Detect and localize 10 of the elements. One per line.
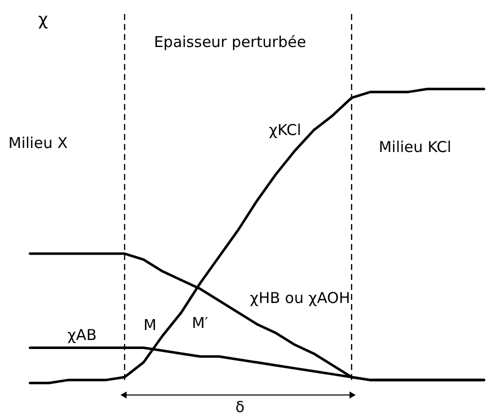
y-axis-title: χ bbox=[38, 10, 48, 30]
series-label: χKCl bbox=[268, 121, 302, 139]
annotation: M bbox=[144, 316, 156, 334]
text: Epaisseur perturbée bbox=[154, 33, 306, 51]
series-label: χHB ou χAOH bbox=[250, 289, 350, 307]
series-label: χAB bbox=[67, 326, 97, 344]
annotation: Milieu X bbox=[8, 134, 68, 152]
annotation: Milieu KCl bbox=[378, 138, 452, 156]
annotation: M′ bbox=[192, 314, 209, 332]
text: δ bbox=[235, 398, 245, 416]
